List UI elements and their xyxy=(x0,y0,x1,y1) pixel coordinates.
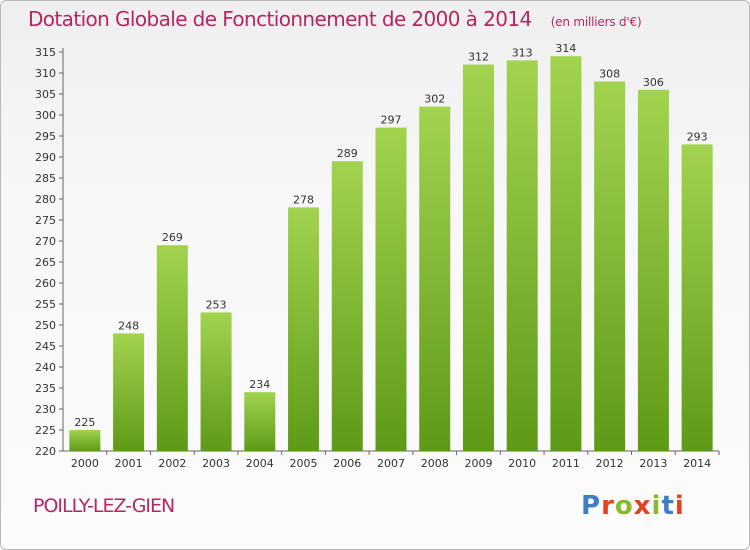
x-tick-label: 2009 xyxy=(464,457,492,470)
value-label-2001: 248 xyxy=(118,319,139,332)
bar-2008[interactable] xyxy=(419,106,451,451)
commune-name: POILLY-LEZ-GIEN xyxy=(33,495,175,517)
bar-2007[interactable] xyxy=(375,127,407,451)
y-tick-label: 270 xyxy=(35,235,56,248)
x-tick-label: 2006 xyxy=(333,457,361,470)
y-tick-label: 245 xyxy=(35,340,56,353)
y-tick-label: 300 xyxy=(35,109,56,122)
value-label-2002: 269 xyxy=(162,231,183,244)
y-tick-label: 225 xyxy=(35,424,56,437)
x-tick-label: 2007 xyxy=(377,457,405,470)
x-tick-label: 2000 xyxy=(71,457,99,470)
bar-2009[interactable] xyxy=(462,64,494,451)
x-tick-label: 2014 xyxy=(683,457,711,470)
value-label-2005: 278 xyxy=(293,193,314,206)
axes: 220 225 230 235 240 245 250 255 260 265 270 275 280 2… xyxy=(35,46,720,470)
x-tick-label: 2013 xyxy=(639,457,667,470)
bar-2013[interactable] xyxy=(637,89,669,452)
y-tick-label: 310 xyxy=(35,67,56,80)
logo-letter: i xyxy=(674,491,685,521)
y-tick-label: 305 xyxy=(35,88,56,101)
bars-group xyxy=(69,56,713,452)
logo-letter: t xyxy=(661,491,675,521)
y-tick-label: 220 xyxy=(35,445,56,458)
bar-2002[interactable] xyxy=(156,245,188,451)
value-label-2008: 302 xyxy=(424,93,445,106)
x-tick-label: 2011 xyxy=(552,457,580,470)
x-tick-label: 2002 xyxy=(158,457,186,470)
bar-2001[interactable] xyxy=(113,333,145,451)
y-tick-label: 275 xyxy=(35,214,56,227)
logo-letter: o xyxy=(614,491,634,521)
y-tick-label: 290 xyxy=(35,151,56,164)
y-tick-label: 295 xyxy=(35,130,56,143)
value-label-2006: 289 xyxy=(337,147,358,160)
y-tick-label: 285 xyxy=(35,172,56,185)
value-label-2000: 225 xyxy=(74,416,95,429)
value-label-2009: 312 xyxy=(468,51,489,64)
value-label-2007: 297 xyxy=(381,114,402,127)
value-label-2010: 313 xyxy=(512,46,533,59)
x-tick-label: 2008 xyxy=(421,457,449,470)
y-tick-label: 235 xyxy=(35,382,56,395)
chart-unit: (en milliers d'€) xyxy=(550,15,642,29)
logo-letter: r xyxy=(601,491,615,521)
value-label-2014: 293 xyxy=(687,130,708,143)
x-tick-label: 2004 xyxy=(246,457,274,470)
bar-2010[interactable] xyxy=(506,60,538,452)
logo-letter: x xyxy=(633,491,652,521)
y-tick-label: 265 xyxy=(35,256,56,269)
logo-letter: P xyxy=(581,491,602,521)
y-tick-label: 315 xyxy=(35,46,56,59)
logo-letter: i xyxy=(651,491,662,521)
chart-title: Dotation Globale de Fonctionnement de 20… xyxy=(28,7,532,31)
proxiti-logo[interactable]: Proxiti xyxy=(581,491,685,521)
y-tick-label: 255 xyxy=(35,298,56,311)
y-tick-label: 240 xyxy=(35,361,56,374)
value-label-2011: 314 xyxy=(555,42,576,55)
value-label-2013: 306 xyxy=(643,76,664,89)
y-tick-label: 250 xyxy=(35,319,56,332)
bar-2003[interactable] xyxy=(200,312,232,451)
value-label-2004: 234 xyxy=(249,378,270,391)
y-tick-label: 230 xyxy=(35,403,56,416)
title-row: Dotation Globale de Fonctionnement de 20… xyxy=(28,7,642,31)
bar-2006[interactable] xyxy=(331,161,363,451)
y-tick-label: 260 xyxy=(35,277,56,290)
bar-2011[interactable] xyxy=(550,56,582,451)
x-tick-label: 2010 xyxy=(508,457,536,470)
bar-2014[interactable] xyxy=(681,144,713,451)
value-label-2003: 253 xyxy=(206,298,227,311)
x-tick-label: 2012 xyxy=(596,457,624,470)
y-tick-label: 280 xyxy=(35,193,56,206)
value-label-2012: 308 xyxy=(599,67,620,80)
bar-2005[interactable] xyxy=(288,207,320,451)
x-tick-label: 2001 xyxy=(115,457,143,470)
bar-2000[interactable] xyxy=(69,430,101,451)
x-tick-label: 2003 xyxy=(202,457,230,470)
bar-2004[interactable] xyxy=(244,392,276,451)
bar-2012[interactable] xyxy=(594,81,626,452)
value-labels-group: 225 248 269 253 234 278 289 297 302 312 313 314 308 3… xyxy=(74,42,707,429)
x-tick-label: 2005 xyxy=(290,457,318,470)
